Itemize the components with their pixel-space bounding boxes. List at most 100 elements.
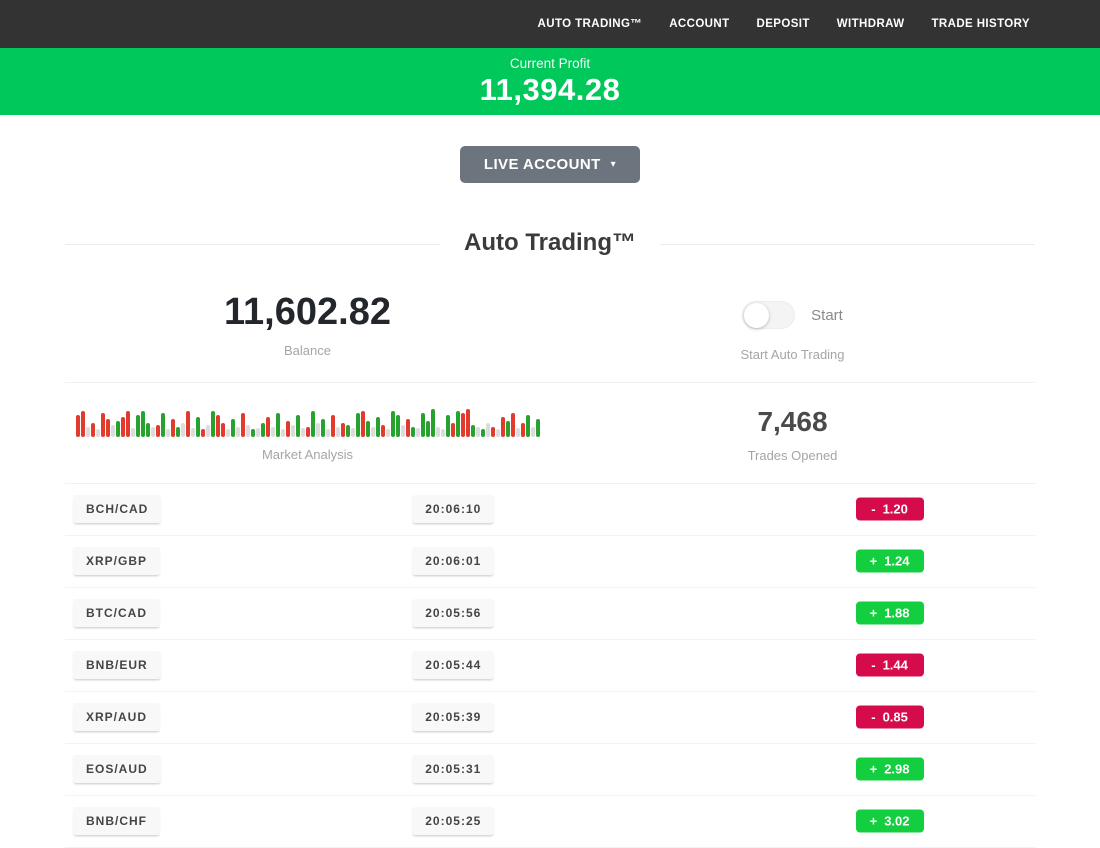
candle-bar <box>180 423 185 437</box>
trades-opened-stat: 7,468 Trades Opened <box>550 383 1035 483</box>
candle-bar <box>235 427 240 437</box>
candle-bar <box>420 413 425 437</box>
candle-bar <box>140 411 145 437</box>
candle-bar <box>525 415 530 437</box>
nav-item-account[interactable]: ACCOUNT <box>669 18 730 30</box>
candle-bar <box>120 417 125 437</box>
candle-bar <box>500 417 505 437</box>
result-sign: - <box>871 501 876 517</box>
result-value: 0.85 <box>882 709 908 725</box>
candle-bar <box>195 417 200 437</box>
result-value: 1.24 <box>884 553 910 569</box>
candle-bar <box>230 419 235 437</box>
trade-row: XRP/AUD 20:05:39 - 0.85 <box>65 692 1035 744</box>
live-account-dropdown-button[interactable]: LIVE ACCOUNT ▾ <box>459 146 641 183</box>
pair-label: XRP/AUD <box>73 703 161 732</box>
candle-bar <box>165 429 170 437</box>
current-profit-label: Current Profit <box>509 56 591 71</box>
candle-bar <box>130 428 135 437</box>
candle-bar <box>455 411 460 437</box>
result-value: 1.88 <box>884 605 910 621</box>
start-auto-trading-label: Start Auto Trading <box>740 347 845 362</box>
trade-time: 20:05:56 <box>412 599 495 628</box>
candle-bar <box>245 425 250 437</box>
result-sign: + <box>869 761 878 777</box>
candle-bar <box>145 423 150 437</box>
candle-bar <box>465 409 470 437</box>
trade-row: EOS/AUD 20:05:31 + 2.98 <box>65 744 1035 796</box>
balance-value: 11,602.82 <box>224 291 391 333</box>
balance-and-start-row: 11,602.82 Balance Start Start Auto Tradi… <box>65 259 1035 383</box>
candle-bar <box>445 415 450 437</box>
candle-bar <box>380 425 385 437</box>
candle-bar <box>270 427 275 437</box>
candle-bar <box>200 429 205 437</box>
result-value: 2.98 <box>884 761 910 777</box>
current-profit-value: 11,394.28 <box>479 72 621 107</box>
nav-item-auto-trading[interactable]: AUTO TRADING™ <box>537 18 643 30</box>
trade-result-badge: + 2.98 <box>855 757 924 781</box>
candle-bar <box>435 427 440 437</box>
result-value: 1.44 <box>882 657 908 673</box>
candle-bar <box>415 428 420 437</box>
candle-bar <box>375 417 380 437</box>
candle-bar <box>170 419 175 437</box>
candle-bar <box>160 413 165 437</box>
trade-result-badge: + 3.02 <box>855 809 924 833</box>
nav-item-deposit[interactable]: DEPOSIT <box>756 18 810 30</box>
candle-bar <box>460 413 465 437</box>
trade-result-badge: - 0.85 <box>855 705 924 729</box>
nav-item-withdraw[interactable]: WITHDRAW <box>836 18 905 30</box>
candle-bar <box>205 425 210 437</box>
candle-bar <box>210 411 215 437</box>
candle-bar <box>250 429 255 437</box>
start-auto-trading-toggle[interactable] <box>742 301 796 329</box>
candle-bar <box>495 429 500 437</box>
trade-result-badge: + 1.24 <box>855 549 924 573</box>
trade-time: 20:06:01 <box>412 547 495 576</box>
candle-bar <box>280 429 285 437</box>
candle-bar <box>505 421 510 437</box>
candle-bar <box>285 421 290 437</box>
nav-item-trade-history[interactable]: TRADE HISTORY <box>931 18 1030 30</box>
trade-time: 20:05:31 <box>412 755 495 784</box>
candle-bar <box>425 421 430 437</box>
candle-bar <box>535 419 540 437</box>
candle-bar <box>150 427 155 437</box>
result-sign: + <box>869 813 878 829</box>
trades-table: BCH/CAD 20:06:10 - 1.20 XRP/GBP 20:06:01… <box>65 484 1035 848</box>
candle-bar <box>115 421 120 437</box>
page-title: Auto Trading™ <box>440 229 660 257</box>
candle-bar <box>315 423 320 437</box>
top-navigation: AUTO TRADING™ ACCOUNT DEPOSIT WITHDRAW T… <box>0 0 1100 48</box>
current-profit-banner: Current Profit 11,394.28 <box>0 48 1100 115</box>
trade-row: BTC/CAD 20:05:56 + 1.88 <box>65 588 1035 640</box>
candle-bar <box>470 425 475 437</box>
candle-bar <box>520 423 525 437</box>
candle-bar <box>185 411 190 437</box>
candle-bar <box>275 413 280 437</box>
trade-time: 20:06:10 <box>412 495 495 524</box>
trade-row: XRP/GBP 20:06:01 + 1.24 <box>65 536 1035 588</box>
candle-bar <box>190 428 195 437</box>
market-analysis-stat: Market Analysis <box>65 383 550 483</box>
candle-bar <box>110 425 115 437</box>
live-account-label: LIVE ACCOUNT <box>483 156 601 173</box>
trade-row: BNB/EUR 20:05:44 - 1.44 <box>65 640 1035 692</box>
candle-bar <box>530 427 535 437</box>
candle-bar <box>100 413 105 437</box>
balance-label: Balance <box>284 342 331 358</box>
candle-bar <box>480 429 485 437</box>
candle-bar <box>345 425 350 437</box>
pair-label: EOS/AUD <box>73 755 161 784</box>
candle-bar <box>360 411 365 437</box>
candle-bar <box>215 415 220 437</box>
candle-bar <box>340 423 345 437</box>
candle-bar <box>510 413 515 437</box>
result-sign: + <box>869 553 878 569</box>
market-analysis-candle-strip <box>65 407 550 437</box>
trades-opened-value: 7,468 <box>757 406 828 437</box>
chevron-down-icon: ▾ <box>610 158 617 170</box>
trades-opened-label: Trades Opened <box>747 447 838 463</box>
candle-bar <box>85 427 90 437</box>
